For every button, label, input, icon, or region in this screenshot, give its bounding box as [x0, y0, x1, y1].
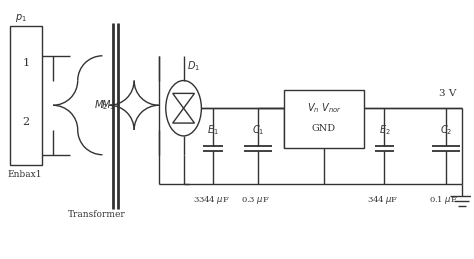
Text: Enbax1: Enbax1 [7, 170, 42, 179]
Text: 0.3 $\mu$F: 0.3 $\mu$F [241, 195, 270, 206]
Text: 0.1 $\mu$F: 0.1 $\mu$F [429, 194, 458, 206]
Bar [10, 26, 42, 165]
Text: $p_1$: $p_1$ [15, 12, 27, 24]
Text: $E_1$: $E_1$ [207, 123, 219, 137]
Text: $C_1$: $C_1$ [252, 123, 264, 137]
Text: $M_1$: $M_1$ [101, 98, 115, 112]
Text: $V_n$ $V_{nor}$: $V_n$ $V_{nor}$ [307, 101, 341, 115]
Text: 344 $\mu$F: 344 $\mu$F [367, 194, 398, 206]
Text: 3344 $\mu$F: 3344 $\mu$F [193, 194, 230, 206]
Text: $E_2$: $E_2$ [379, 123, 390, 137]
Text: $M_2$: $M_2$ [94, 98, 109, 112]
Text: $D_1$: $D_1$ [187, 59, 200, 73]
Text: $C_2$: $C_2$ [439, 123, 452, 137]
Bar [284, 90, 364, 148]
Text: Transformer: Transformer [68, 210, 126, 219]
Text: 2: 2 [23, 117, 30, 127]
Text: 1: 1 [23, 58, 30, 68]
Text: GND: GND [312, 124, 336, 133]
Text: 3 V: 3 V [439, 89, 456, 98]
